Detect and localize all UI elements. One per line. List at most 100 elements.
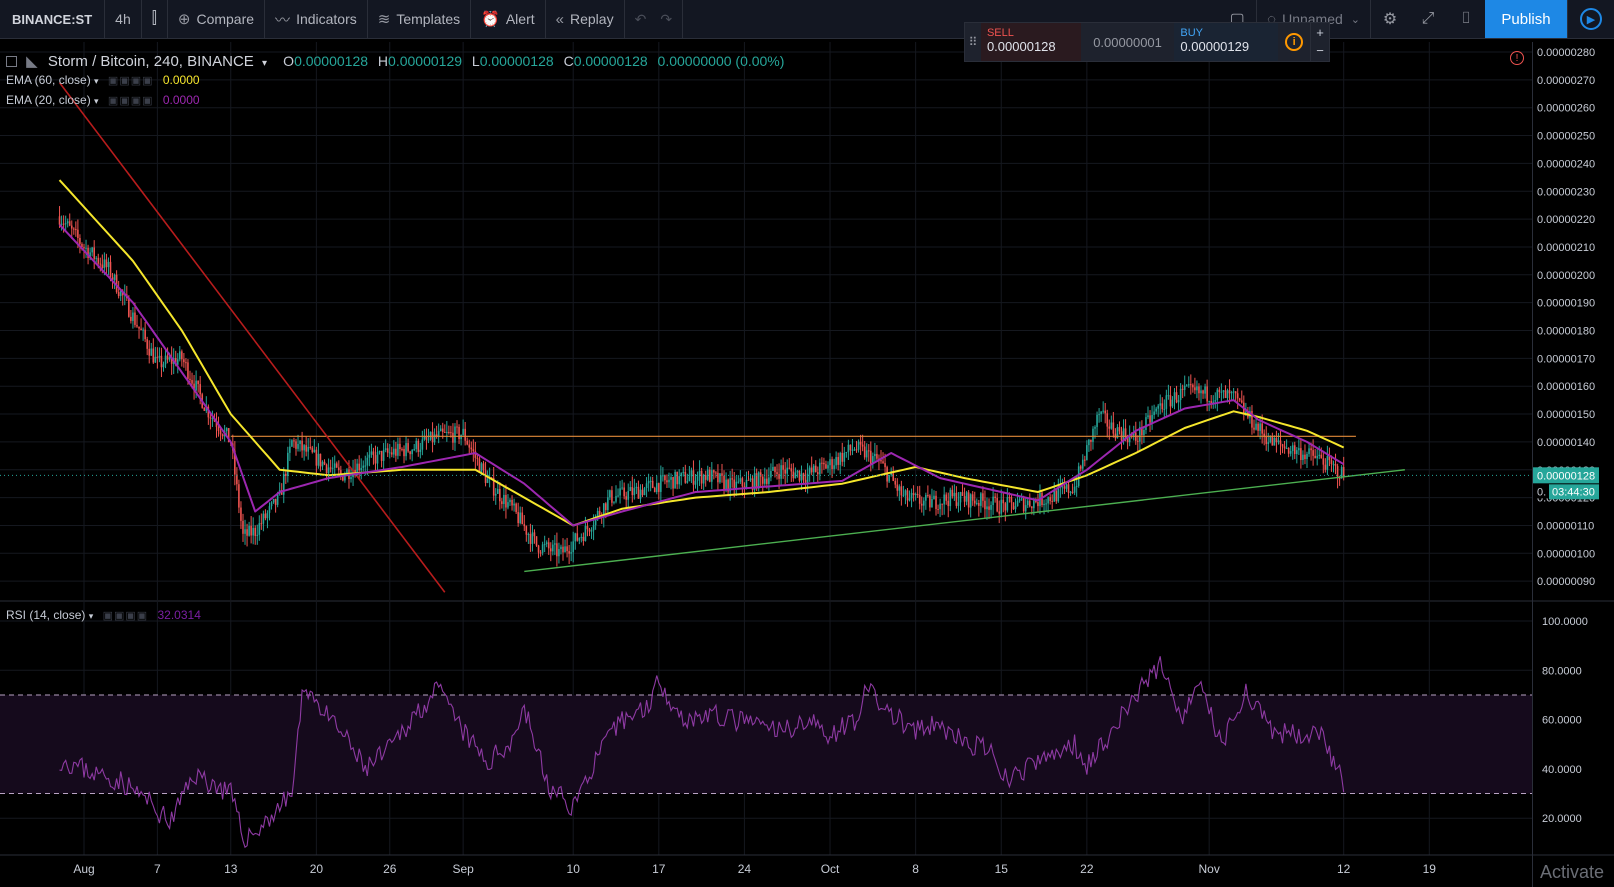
replay-button[interactable]: « Replay [546,0,625,38]
candle-body [1031,506,1033,509]
camera-icon[interactable]: ⌷ [1461,10,1471,27]
candle [1291,442,1294,460]
candle-body [380,451,383,461]
candle [358,455,360,479]
candle [945,492,948,505]
candle-body [731,478,733,480]
candle [1145,413,1147,435]
candle-body [1016,500,1019,507]
candle-body [788,467,791,469]
candle-body [335,463,338,468]
info-button[interactable]: i [1278,23,1310,61]
ema20-controls[interactable]: ▣▣▣▣ [107,95,154,107]
chevron-down-icon[interactable]: ▾ [261,58,267,69]
ema60-controls[interactable]: ▣▣▣▣ [107,75,154,87]
publish-button[interactable]: Publish [1485,0,1567,38]
candle-body [978,502,980,506]
candle-body [211,418,214,420]
candle [439,425,442,432]
candle-body [853,449,856,451]
candle-body [1324,464,1327,470]
plus-button[interactable]: + [1316,25,1324,40]
candle-body [152,348,155,363]
candle-body [696,476,699,481]
candle [631,476,634,503]
rsi-tick-label: 100.0000 [1542,616,1588,628]
candle-body [87,247,89,259]
minus-button[interactable]: − [1316,43,1324,58]
candle-body [1340,467,1343,479]
candle [694,473,697,489]
candle [1079,464,1082,472]
candle [1157,403,1160,417]
candle-body [874,453,876,457]
candle [1037,493,1039,512]
candle [1155,406,1157,415]
ema20-legend[interactable]: EMA (20, close) ▾ ▣▣▣▣ 0.0000 [6,93,200,107]
candle [978,499,980,517]
candle-body [511,499,513,506]
candle-body [374,455,377,464]
rsi-legend[interactable]: RSI (14, close) ▾ ▣▣▣▣ 32.0314 [6,608,201,622]
candle [1214,392,1217,409]
candle [711,462,713,490]
redo-icon[interactable]: ↷ [660,10,673,27]
candle [851,438,854,456]
buy-button[interactable]: BUY 0.00000129 [1174,23,1279,61]
candle-body [340,470,342,475]
candle [468,439,471,455]
play-button[interactable]: ▶ [1567,0,1614,38]
candle-body [83,247,85,249]
candle [1220,383,1223,404]
candle-body [998,511,1001,514]
expand-icon[interactable]: ⤢ [1421,10,1435,27]
candle-body [798,470,801,481]
sell-button[interactable]: SELL 0.00000128 [980,23,1081,61]
plus-circle-icon: ⊕ [177,11,191,28]
collapse-legend-icon[interactable] [6,56,17,67]
ema60-legend[interactable]: EMA (60, close) ▾ ▣▣▣▣ 0.0000 [6,73,200,87]
candle-body [1165,395,1168,409]
candle-body [1100,411,1102,415]
buy-price: 0.00000129 [1180,39,1250,54]
interval-button[interactable]: 4h [105,0,142,38]
candle-body [829,459,831,466]
price-tick-label: 0.00000260 [1537,103,1595,115]
candle-body [694,480,697,485]
candle [417,438,420,457]
price-chart[interactable]: 0.00000280 0.00000270 0.00000260 0.00000250… [0,39,1614,887]
candle [64,215,67,232]
gear-icon[interactable]: ⚙ [1382,11,1398,28]
templates-label: Templates [396,11,461,27]
symbol-search-button[interactable]: BINANCE:ST [0,0,106,38]
candle [185,358,187,371]
candle-body [925,495,927,501]
candle-body [537,545,540,553]
indicators-button[interactable]: 〰 Indicators [265,0,368,38]
candle [912,485,915,502]
undo-icon[interactable]: ↶ [634,10,647,27]
candle-body [132,312,134,321]
candle [66,218,69,228]
candle-body [1004,503,1007,511]
candle-body [896,484,899,491]
candle-body [792,471,795,479]
candle [1298,439,1300,455]
compare-button[interactable]: ⊕ Compare [168,0,266,38]
candle [558,542,560,564]
candle-body [268,506,271,513]
candle [845,451,848,458]
warning-icon[interactable]: ! [1510,51,1524,65]
candle-body [382,449,385,461]
templates-button[interactable]: ≋ Templates [368,0,472,38]
candle [545,540,548,548]
candle [973,491,976,507]
candle [749,473,752,482]
drag-handle-icon[interactable]: ⠿ [968,35,978,49]
candle [380,450,383,468]
rsi-controls[interactable]: ▣▣▣▣ [102,610,149,622]
candle-body [162,364,165,368]
chart-type-button[interactable]: ⫿ [142,0,168,38]
candle [772,458,774,471]
alert-button[interactable]: ⏰ Alert [471,0,546,38]
